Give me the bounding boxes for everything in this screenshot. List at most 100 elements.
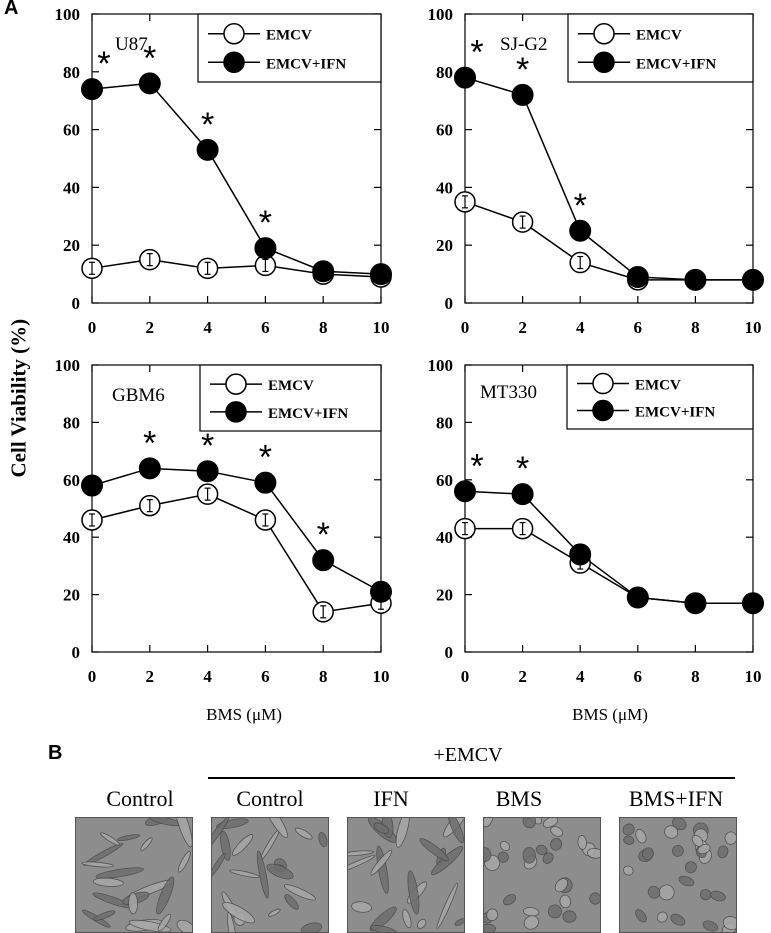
chart-mt330: 0 20 40 60 80 100 0 2 4 6 8 10 * * MT330 EMCV EMCV+IFN: [428, 356, 764, 686]
micrograph-label: Control: [236, 786, 304, 811]
point-filled: [138, 72, 161, 95]
point-filled: [81, 78, 103, 101]
micrograph-texture: [348, 818, 464, 932]
micrograph-label: BMS: [495, 786, 543, 811]
point-filled: [454, 480, 476, 503]
y-tick-label: 0: [445, 643, 454, 662]
series-line-filled: [464, 76, 753, 281]
x-tick-label: 8: [691, 318, 700, 337]
cell-line-title: U87: [115, 34, 148, 55]
micrograph-image: [347, 817, 465, 933]
point-filled: [254, 237, 277, 260]
series-line-filled: [91, 467, 382, 593]
x-tick-label: 10: [373, 318, 390, 337]
significance-asterisk: *: [259, 204, 272, 242]
cell-line-title: GBM6: [112, 385, 165, 406]
x-tick-label: 6: [634, 667, 643, 686]
point-filled: [196, 460, 219, 483]
point-filled: [196, 138, 219, 161]
micrograph-label: BMS+IFN: [628, 786, 724, 811]
legend-open-marker: [223, 22, 245, 45]
point-filled: [626, 586, 649, 609]
significance-asterisk: *: [317, 516, 330, 554]
cell-line-title: SJ-G2: [500, 34, 548, 55]
y-tick-label: 100: [428, 356, 454, 375]
y-tick-label: 80: [436, 63, 453, 82]
significance-asterisk: *: [259, 439, 272, 477]
point-filled: [742, 268, 764, 291]
legend-label: EMCV: [635, 378, 681, 394]
micrograph-texture: [212, 818, 328, 932]
x-tick-label: 6: [634, 318, 643, 337]
x-tick-label: 8: [319, 318, 328, 337]
significance-asterisk: *: [574, 187, 587, 225]
point-filled: [138, 457, 161, 480]
significance-asterisk: *: [143, 39, 156, 77]
x-tick-label: 6: [261, 318, 270, 337]
cell-line-title: MT330: [480, 382, 537, 403]
y-tick-label: 20: [63, 586, 80, 605]
significance-asterisk: *: [470, 447, 483, 485]
significance-asterisk: *: [201, 427, 214, 465]
legend-filled-marker: [593, 51, 615, 74]
significance-asterisk: *: [516, 450, 529, 488]
legend-label: EMCV: [268, 378, 314, 394]
x-tick-label: 4: [576, 667, 585, 686]
legend-label: EMCV+IFN: [266, 56, 346, 72]
micrograph-label: IFN: [373, 786, 409, 811]
legend-filled-marker: [592, 399, 614, 422]
y-tick-label: 100: [55, 356, 81, 375]
legend-open-marker: [593, 22, 615, 45]
y-tick-label: 100: [428, 5, 454, 24]
micrograph-texture: [76, 818, 192, 932]
x-tick-label: 4: [203, 318, 212, 337]
series-line-filled: [464, 490, 753, 604]
point-filled: [254, 471, 277, 494]
legend-label: EMCV+IFN: [635, 404, 715, 420]
legend-filled-marker: [223, 51, 245, 74]
x-tick-label: 6: [261, 667, 270, 686]
y-tick-label: 40: [63, 178, 80, 197]
legend-open-marker: [592, 372, 614, 395]
point-filled: [569, 543, 592, 566]
legend-label: EMCV+IFN: [636, 56, 716, 72]
significance-asterisk: *: [516, 51, 529, 89]
y-tick-label: 0: [445, 294, 454, 313]
point-filled: [454, 66, 476, 89]
x-tick-label: 0: [88, 667, 97, 686]
legend: EMCV EMCV+IFN: [197, 13, 382, 83]
chart-gbm6: 0 20 40 60 80 100 0 2 4 6 8 10 * * * * GBM6 EMCV EMCV+IFN: [55, 356, 392, 686]
point-filled: [511, 483, 534, 506]
point-filled: [684, 268, 707, 291]
x-tick-label: 0: [88, 318, 97, 337]
x-tick-label: 8: [319, 667, 328, 686]
micrograph-image: [483, 817, 601, 933]
y-tick-label: 80: [63, 413, 80, 432]
y-tick-label: 60: [436, 121, 453, 140]
y-tick-label: 0: [72, 294, 81, 313]
x-tick-label: 2: [146, 318, 155, 337]
x-tick-label: 4: [576, 318, 585, 337]
series-line-filled: [91, 82, 382, 275]
y-tick-label: 60: [63, 121, 80, 140]
point-filled: [370, 263, 392, 286]
x-tick-label: 10: [373, 667, 390, 686]
micrograph-texture: [620, 818, 736, 932]
legend: EMCV EMCV+IFN: [567, 13, 754, 83]
significance-asterisk: *: [470, 34, 483, 72]
x-axis-label-right: BMS (μM): [572, 705, 648, 724]
x-tick-label: 0: [461, 318, 470, 337]
y-tick-label: 40: [63, 528, 80, 547]
micrograph-image: [619, 817, 737, 933]
series-line-open: [464, 201, 753, 281]
emcv-group-bracket: [208, 777, 735, 779]
panel-b-letter: B: [48, 742, 63, 764]
point-filled: [742, 592, 764, 615]
point-filled: [569, 219, 592, 242]
y-tick-label: 20: [63, 236, 80, 255]
x-tick-label: 2: [518, 318, 527, 337]
point-filled: [370, 580, 392, 603]
y-tick-label: 80: [63, 63, 80, 82]
